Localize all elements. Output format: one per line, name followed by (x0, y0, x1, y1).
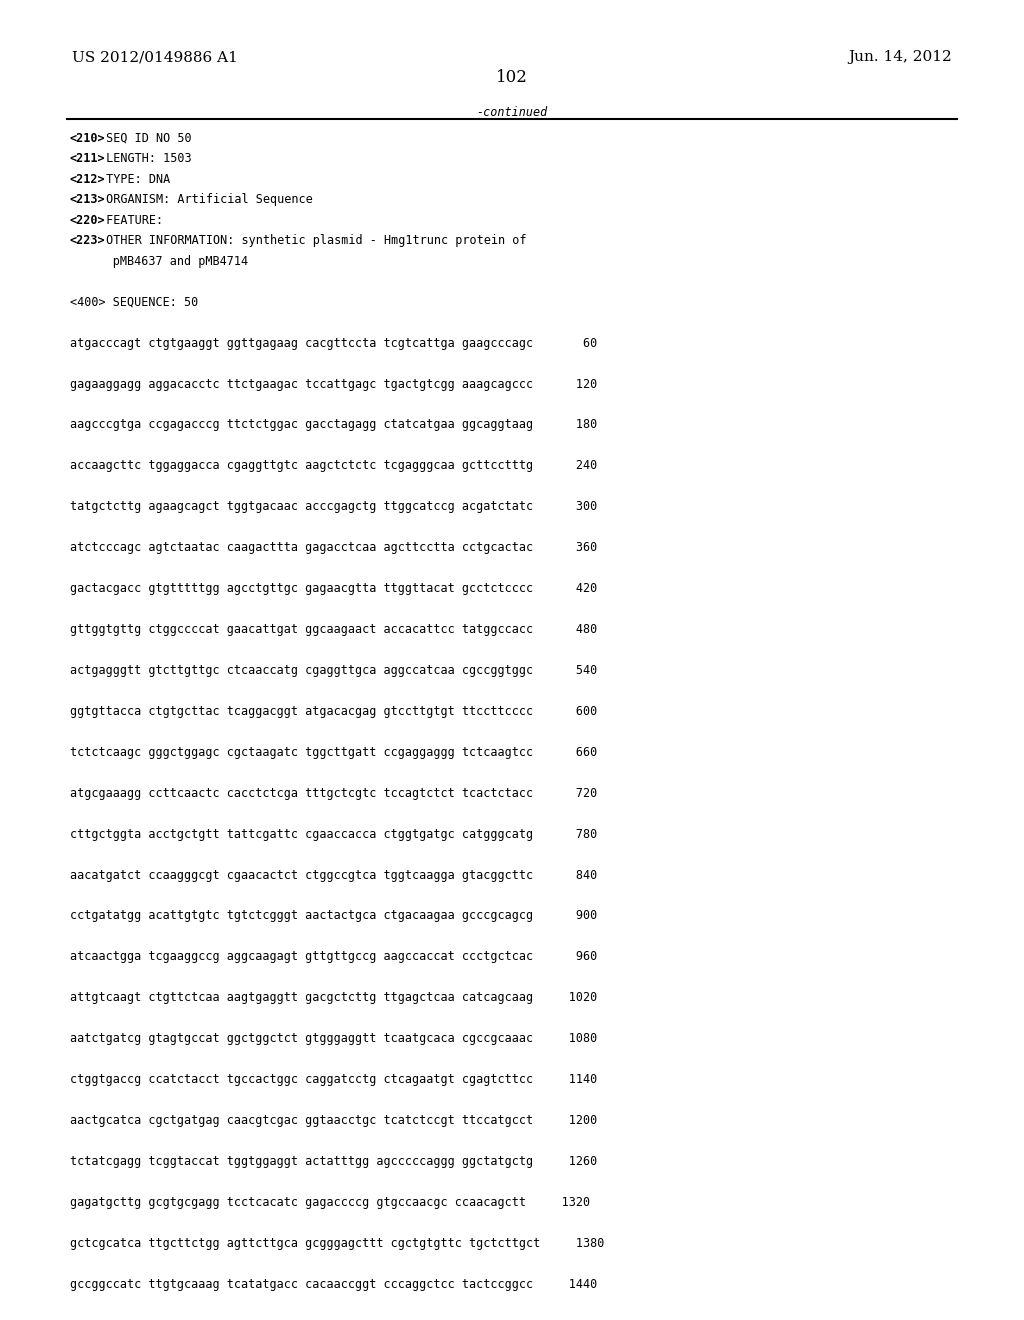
Text: ctggtgaccg ccatctacct tgccactggc caggatcctg ctcagaatgt cgagtcttcc     1140: ctggtgaccg ccatctacct tgccactggc caggatc… (70, 1073, 597, 1086)
Text: <220>: <220> (70, 214, 105, 227)
Text: atctcccagc agtctaatac caagacttta gagacctcaa agcttcctta cctgcactac      360: atctcccagc agtctaatac caagacttta gagacct… (70, 541, 597, 554)
Text: -continued: -continued (476, 106, 548, 119)
Text: FEATURE:: FEATURE: (99, 214, 164, 227)
Text: aagcccgtga ccgagacccg ttctctggac gacctagagg ctatcatgaa ggcaggtaag      180: aagcccgtga ccgagacccg ttctctggac gacctag… (70, 418, 597, 432)
Text: TYPE: DNA: TYPE: DNA (99, 173, 171, 186)
Text: gttggtgttg ctggccccat gaacattgat ggcaagaact accacattcc tatggccacc      480: gttggtgttg ctggccccat gaacattgat ggcaaga… (70, 623, 597, 636)
Text: atgacccagt ctgtgaaggt ggttgagaag cacgttccta tcgtcattga gaagcccagc       60: atgacccagt ctgtgaaggt ggttgagaag cacgttc… (70, 337, 597, 350)
Text: OTHER INFORMATION: synthetic plasmid - Hmg1trunc protein of: OTHER INFORMATION: synthetic plasmid - H… (99, 235, 526, 247)
Text: atgcgaaagg ccttcaactc cacctctcga tttgctcgtc tccagtctct tcactctacc      720: atgcgaaagg ccttcaactc cacctctcga tttgctc… (70, 787, 597, 800)
Text: gccggccatc ttgtgcaaag tcatatgacc cacaaccggt cccaggctcc tactccggcc     1440: gccggccatc ttgtgcaaag tcatatgacc cacaacc… (70, 1278, 597, 1291)
Text: aactgcatca cgctgatgag caacgtcgac ggtaacctgc tcatctccgt ttccatgcct     1200: aactgcatca cgctgatgag caacgtcgac ggtaacc… (70, 1114, 597, 1127)
Text: tctatcgagg tcggtaccat tggtggaggt actatttgg agcccccaggg ggctatgctg     1260: tctatcgagg tcggtaccat tggtggaggt actattt… (70, 1155, 597, 1168)
Text: gagaaggagg aggacacctc ttctgaagac tccattgagc tgactgtcgg aaagcagccc      120: gagaaggagg aggacacctc ttctgaagac tccattg… (70, 378, 597, 391)
Text: gactacgacc gtgtttttgg agcctgttgc gagaacgtta ttggttacat gcctctcccc      420: gactacgacc gtgtttttgg agcctgttgc gagaacg… (70, 582, 597, 595)
Text: attgtcaagt ctgttctcaa aagtgaggtt gacgctcttg ttgagctcaa catcagcaag     1020: attgtcaagt ctgttctcaa aagtgaggtt gacgctc… (70, 991, 597, 1005)
Text: gagatgcttg gcgtgcgagg tcctcacatc gagaccccg gtgccaacgc ccaacagctt     1320: gagatgcttg gcgtgcgagg tcctcacatc gagaccc… (70, 1196, 590, 1209)
Text: <212>: <212> (70, 173, 105, 186)
Text: gctcgcatca ttgcttctgg agttcttgca gcgggagcttt cgctgtgttc tgctcttgct     1380: gctcgcatca ttgcttctgg agttcttgca gcgggag… (70, 1237, 604, 1250)
Text: <223>: <223> (70, 235, 105, 247)
Text: pMB4637 and pMB4714: pMB4637 and pMB4714 (70, 255, 248, 268)
Text: actgagggtt gtcttgttgc ctcaaccatg cgaggttgca aggccatcaa cgccggtggc      540: actgagggtt gtcttgttgc ctcaaccatg cgaggtt… (70, 664, 597, 677)
Text: SEQ ID NO 50: SEQ ID NO 50 (99, 132, 191, 145)
Text: ORGANISM: Artificial Sequence: ORGANISM: Artificial Sequence (99, 193, 313, 206)
Text: <211>: <211> (70, 152, 105, 165)
Text: <213>: <213> (70, 193, 105, 206)
Text: <210>: <210> (70, 132, 105, 145)
Text: accaagcttc tggaggacca cgaggttgtc aagctctctc tcgagggcaa gcttcctttg      240: accaagcttc tggaggacca cgaggttgtc aagctct… (70, 459, 597, 473)
Text: cctgatatgg acattgtgtc tgtctcgggt aactactgca ctgacaagaa gcccgcagcg      900: cctgatatgg acattgtgtc tgtctcgggt aactact… (70, 909, 597, 923)
Text: aacatgatct ccaagggcgt cgaacactct ctggccgtca tggtcaagga gtacggcttc      840: aacatgatct ccaagggcgt cgaacactct ctggccg… (70, 869, 597, 882)
Text: atcaactgga tcgaaggccg aggcaagagt gttgttgccg aagccaccat ccctgctcac      960: atcaactgga tcgaaggccg aggcaagagt gttgttg… (70, 950, 597, 964)
Text: US 2012/0149886 A1: US 2012/0149886 A1 (72, 50, 238, 65)
Text: cttgctggta acctgctgtt tattcgattc cgaaccacca ctggtgatgc catgggcatg      780: cttgctggta acctgctgtt tattcgattc cgaacca… (70, 828, 597, 841)
Text: 102: 102 (496, 69, 528, 86)
Text: ggtgttacca ctgtgcttac tcaggacggt atgacacgag gtccttgtgt ttccttcccc      600: ggtgttacca ctgtgcttac tcaggacggt atgacac… (70, 705, 597, 718)
Text: tatgctcttg agaagcagct tggtgacaac acccgagctg ttggcatccg acgatctatc      300: tatgctcttg agaagcagct tggtgacaac acccgag… (70, 500, 597, 513)
Text: aatctgatcg gtagtgccat ggctggctct gtgggaggtt tcaatgcaca cgccgcaaac     1080: aatctgatcg gtagtgccat ggctggctct gtgggag… (70, 1032, 597, 1045)
Text: LENGTH: 1503: LENGTH: 1503 (99, 152, 191, 165)
Text: Jun. 14, 2012: Jun. 14, 2012 (849, 50, 952, 65)
Text: <400> SEQUENCE: 50: <400> SEQUENCE: 50 (70, 296, 198, 309)
Text: tctctcaagc gggctggagc cgctaagatc tggcttgatt ccgaggaggg tctcaagtcc      660: tctctcaagc gggctggagc cgctaagatc tggcttg… (70, 746, 597, 759)
